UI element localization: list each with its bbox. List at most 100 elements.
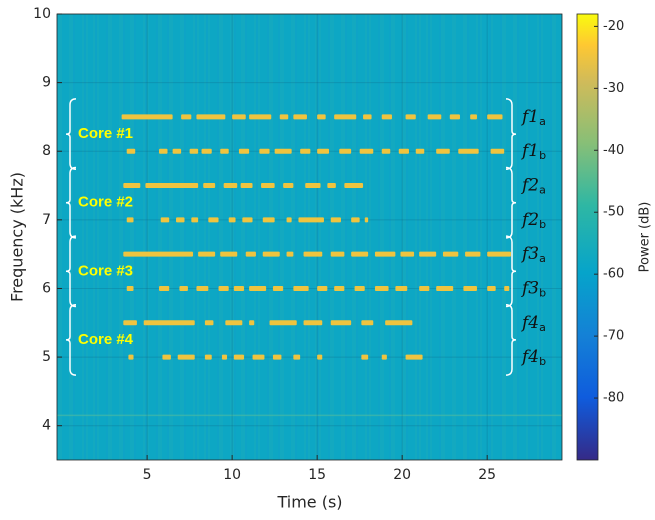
tone-segment	[385, 320, 413, 326]
tone-segment	[143, 320, 195, 326]
tone-segment	[179, 285, 188, 291]
tone-segment	[363, 114, 372, 120]
tone-segment	[300, 148, 311, 154]
tone-segment	[330, 251, 345, 257]
x-tick-label: 25	[478, 467, 496, 483]
tone-segment	[238, 148, 250, 154]
x-tick-label: 15	[308, 467, 326, 483]
tone-segment	[361, 354, 369, 360]
tone-segment	[272, 354, 282, 360]
y-tick-label: 6	[42, 280, 51, 296]
tone-segment	[123, 251, 194, 257]
tone-segment	[242, 217, 253, 223]
tone-segment	[374, 285, 389, 291]
core-label: Core #2	[78, 194, 133, 211]
tone-segment	[245, 251, 256, 257]
tone-segment	[249, 285, 267, 291]
tone-segment	[123, 183, 141, 189]
right-brace	[505, 98, 517, 170]
tone-segment	[261, 183, 275, 189]
left-brace	[65, 98, 77, 170]
colorbar-tick-label: -20	[603, 19, 624, 34]
tone-segment	[317, 148, 330, 154]
spectrogram-background	[57, 14, 562, 460]
left-brace	[65, 166, 77, 239]
track-label: f2b	[520, 209, 546, 231]
right-brace	[505, 235, 517, 308]
colorbar-tick-label: -70	[603, 329, 624, 344]
y-tick-label: 8	[42, 143, 51, 159]
y-axis-label: Frequency (kHz)	[8, 172, 27, 302]
tone-segment	[317, 114, 326, 120]
y-tick-label: 4	[42, 418, 51, 434]
tone-segment	[449, 114, 460, 120]
tone-segment	[204, 354, 212, 360]
tone-segment	[201, 148, 212, 154]
tone-segment	[128, 354, 134, 360]
tone-segment	[159, 285, 170, 291]
core-label: Core #3	[78, 262, 133, 279]
tone-segment	[221, 354, 228, 360]
tone-segment	[327, 183, 336, 189]
track-name: f1	[520, 106, 539, 126]
tone-segment	[351, 217, 360, 223]
tone-segment	[196, 285, 209, 291]
tone-segment	[233, 285, 245, 291]
tone-segment	[465, 251, 481, 257]
x-axis-label: Time (s)	[276, 493, 342, 512]
tone-segment	[487, 251, 511, 257]
core-label: Core #4	[78, 331, 134, 348]
tone-segment	[181, 114, 192, 120]
tone-segment	[126, 285, 134, 291]
tone-segment	[463, 285, 477, 291]
tone-segment	[458, 148, 479, 154]
tone-segment	[233, 354, 245, 360]
tone-segment	[381, 114, 392, 120]
tone-segment	[303, 320, 323, 326]
tone-segment	[330, 320, 352, 326]
track-name: f1	[520, 141, 539, 161]
tone-segment	[225, 320, 243, 326]
core-label: Core #1	[78, 125, 133, 142]
tone-segment	[381, 148, 391, 154]
tone-segment	[232, 114, 246, 120]
track-subscript: a	[539, 321, 546, 334]
tone-segment	[298, 217, 324, 223]
track-subscript: a	[539, 252, 546, 265]
tone-segment	[223, 183, 238, 189]
y-tick-label: 7	[42, 212, 51, 228]
track-subscript: b	[539, 355, 546, 368]
y-tick-label: 5	[42, 349, 51, 365]
track-subscript: b	[539, 286, 546, 299]
plot-frame	[56, 13, 563, 461]
noise-texture	[56, 14, 556, 460]
tone-segment	[419, 285, 430, 291]
y-tick-label: 10	[33, 6, 51, 22]
track-name: f2	[520, 209, 539, 229]
tone-segment	[220, 148, 229, 154]
track-label: f1b	[520, 141, 546, 163]
tone-segment	[374, 251, 396, 257]
tone-segment	[269, 320, 297, 326]
x-tick-label: 20	[393, 467, 411, 483]
tone-segment	[220, 251, 238, 257]
tone-segment	[272, 285, 284, 291]
tone-segment	[436, 285, 454, 291]
tone-segment	[262, 251, 280, 257]
tone-segment	[339, 148, 352, 154]
tone-segment	[334, 285, 345, 291]
tone-segment	[487, 114, 503, 120]
tone-segment	[305, 183, 321, 189]
tone-segment	[419, 251, 437, 257]
tone-segment	[177, 354, 195, 360]
tone-segment	[415, 148, 425, 154]
tone-segment	[262, 217, 275, 223]
tone-segment	[228, 217, 236, 223]
y-tick-label: 9	[42, 75, 51, 91]
tone-segment	[123, 320, 137, 326]
track-subscript: b	[539, 218, 546, 231]
right-brace	[505, 304, 517, 376]
tone-segment	[490, 148, 505, 154]
colorbar-tick-label: -30	[603, 81, 624, 96]
